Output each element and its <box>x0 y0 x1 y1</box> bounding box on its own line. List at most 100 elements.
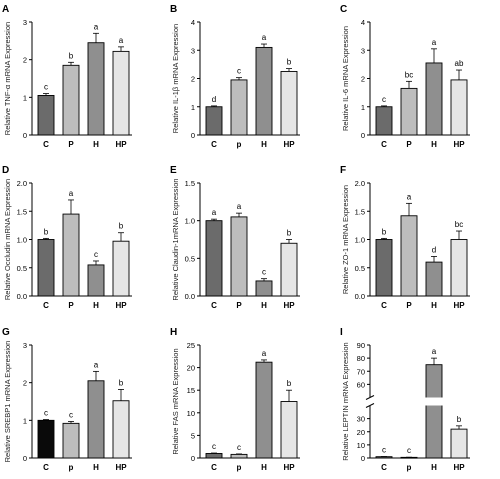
panel-f-y-tick-label: 1.0 <box>355 236 365 245</box>
panel-f-sig-letter: d <box>432 245 436 254</box>
panel-c-sig-letter: ab <box>455 59 464 68</box>
panel-i-sig-letter: c <box>407 446 411 455</box>
panel-b-x-tick-label: C <box>211 140 217 149</box>
panel-g-letter: G <box>2 327 10 338</box>
panel-b-sig-letter: c <box>237 67 241 76</box>
panel-h-x-tick-label: H <box>261 463 267 472</box>
panel-f-bar-c <box>375 239 393 297</box>
panel-c-sig-letter: c <box>382 95 386 104</box>
panel-a-y-tick-label: 0 <box>23 131 27 140</box>
panel-h-sig-letter: a <box>262 349 267 358</box>
panel-d-bar-c <box>37 239 55 297</box>
panel-e-letter: E <box>170 165 177 176</box>
panel-h-sig-letter: c <box>237 443 241 452</box>
panel-i-y-tick-label: 20 <box>357 428 365 437</box>
panel-h-sig-letter: b <box>287 379 292 388</box>
panel-c-y-tick-label: 0 <box>361 131 365 140</box>
panel-h-x-tick-label: HP <box>283 463 295 472</box>
panel-g-y-tick-label: 1 <box>23 416 27 425</box>
panel-a-y-tick-label: 3 <box>23 18 27 27</box>
panel-g-y-tick-label: 2 <box>23 379 27 388</box>
panel-b-bar-hp <box>280 70 298 136</box>
panel-c-y-tick-label: 3 <box>361 46 365 55</box>
panel-a-x-tick-label: C <box>43 140 49 149</box>
panel-h-bar-p <box>230 453 248 459</box>
panel-a-sig-letter: c <box>44 83 48 92</box>
panel-e-x-tick-label: P <box>236 301 242 310</box>
panel-i-y-axis-title: Relative LEPTIN mRNA Expression <box>341 342 350 460</box>
panel-g-x-tick-label: C <box>43 463 49 472</box>
panel-b-sig-letter: a <box>262 33 267 42</box>
panel-i-bar-break <box>425 397 443 406</box>
panel-c-x-tick-label: P <box>406 140 412 149</box>
panel-c-x-tick-label: C <box>381 140 387 149</box>
panel-d-y-tick-label: 0.0 <box>17 292 27 301</box>
panel-d-x-tick-label: H <box>93 301 99 310</box>
panel-g-y-tick-label: 3 <box>23 341 27 350</box>
panel-i-x-tick-label: C <box>381 463 387 472</box>
panel-b-y-tick-label: 0 <box>191 131 195 140</box>
panel-g-x-tick-label: p <box>69 463 74 472</box>
panel-f-bar-h <box>425 261 443 297</box>
panel-i-sig-letter: a <box>432 347 437 356</box>
panel-b-y-tick-label: 2 <box>191 75 195 84</box>
panel-b-y-tick-label: 4 <box>191 18 195 27</box>
panel-f-x-tick-label: P <box>406 301 412 310</box>
panel-b-x-tick-label: HP <box>283 140 295 149</box>
panel-i-x-tick-label: HP <box>453 463 465 472</box>
panel-d-sig-letter: b <box>119 222 124 231</box>
panel-g-y-axis-title: Relative SREBP1 mRNA Expression <box>3 341 12 463</box>
panel-a-y-tick-label: 1 <box>23 93 27 102</box>
panel-i-y-tick-label: 0 <box>361 454 365 463</box>
panel-h-bar-h <box>255 361 273 459</box>
panel-d-bar-hp <box>112 240 130 297</box>
panel-c-bar-hp <box>450 79 468 136</box>
panel-i-y-tick-label: 70 <box>357 367 365 376</box>
panel-e-y-tick-label: 1.0 <box>185 217 195 226</box>
panel-e-y-tick-label: 1.5 <box>185 179 195 188</box>
panel-e-y-tick-label: 0.0 <box>185 292 195 301</box>
panel-c-sig-letter: bc <box>405 70 413 79</box>
panel-e-bar-p <box>230 216 248 297</box>
panel-d-y-tick-label: 2.0 <box>17 179 27 188</box>
panel-g-sig-letter: c <box>69 410 73 419</box>
panel-b-bar-p <box>230 79 248 136</box>
panel-i-y-tick-label: 80 <box>357 354 365 363</box>
panel-h-y-tick-label: 10 <box>187 409 195 418</box>
panel-i-sig-letter: b <box>457 415 462 424</box>
panel-a-sig-letter: a <box>94 22 99 31</box>
panel-b-bar-h <box>255 46 273 136</box>
panel-g-x-tick-label: HP <box>115 463 127 472</box>
panel-a-sig-letter: b <box>69 51 74 60</box>
panel-b-x-tick-label: H <box>261 140 267 149</box>
panel-h-x-tick-label: p <box>237 463 242 472</box>
panel-b-letter: B <box>170 4 177 15</box>
panel-g-bar-c <box>37 419 55 459</box>
panel-f-x-tick-label: H <box>431 301 437 310</box>
panel-f-bar-p <box>400 215 418 297</box>
panel-a-bar-c <box>37 94 55 136</box>
panel-b-bar-c <box>205 106 223 136</box>
panel-g-x-tick-label: H <box>93 463 99 472</box>
panel-h-x-tick-label: C <box>211 463 217 472</box>
panel-b-y-tick-label: 3 <box>191 46 195 55</box>
panel-h-bar-c <box>205 453 223 459</box>
panel-e-y-axis-title: Relative Claudin-1mRNA Expression <box>171 178 180 300</box>
panel-e-bar-hp <box>280 242 298 297</box>
panel-f-y-tick-label: 0.5 <box>355 264 365 273</box>
panel-g-bar-p <box>62 422 80 459</box>
panel-h-y-tick-label: 25 <box>187 341 195 350</box>
panel-a-bar-h <box>87 42 105 136</box>
panel-a-x-tick-label: HP <box>115 140 127 149</box>
panel-e-bar-c <box>205 220 223 297</box>
panel-c-bar-h <box>425 62 443 136</box>
panel-a-y-axis-title: Relative TNF-α mRNA Expression <box>3 22 12 135</box>
panel-f-sig-letter: b <box>382 227 387 236</box>
panel-b-sig-letter: d <box>212 95 216 104</box>
panel-d-bar-p <box>62 213 80 297</box>
panel-f-y-tick-label: 0.0 <box>355 292 365 301</box>
panel-a-y-tick-label: 2 <box>23 56 27 65</box>
panel-f-sig-letter: a <box>407 192 412 201</box>
panel-c-y-tick-label: 4 <box>361 18 365 27</box>
panel-c-bar-p <box>400 87 418 136</box>
